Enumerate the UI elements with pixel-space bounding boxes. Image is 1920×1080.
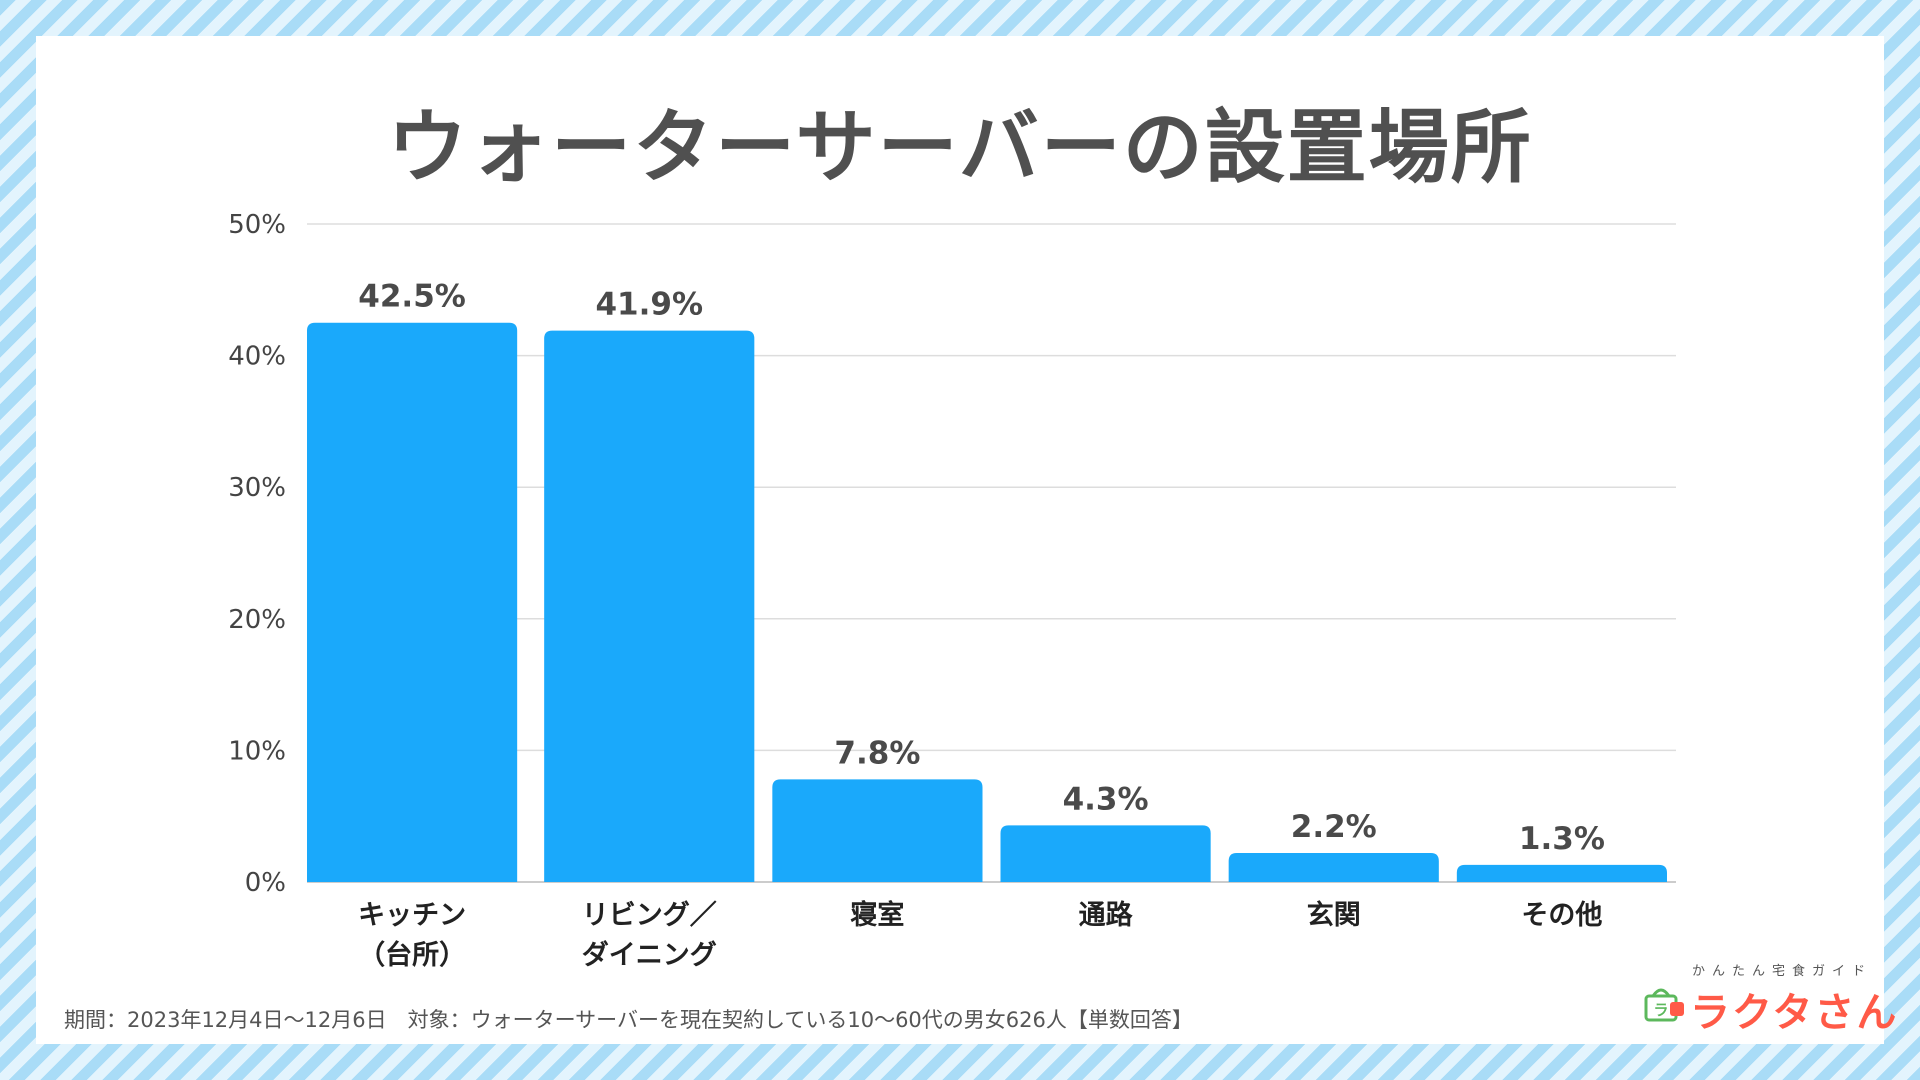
- y-tick-label: 30%: [228, 473, 286, 503]
- data-label: 7.8%: [834, 735, 920, 771]
- data-label: 1.3%: [1519, 821, 1605, 857]
- x-tick-label: 玄関: [1307, 899, 1361, 931]
- data-label: 42.5%: [358, 279, 466, 315]
- x-tick-label: 寝室: [850, 899, 904, 931]
- chart-card: ウォーターサーバーの設置場所 0% 10% 20% 30% 40% 50% 42.5% キッチ…: [36, 36, 1896, 1044]
- chart-title: ウォーターサーバーの設置場所: [387, 101, 1533, 194]
- y-tick-label: 40%: [228, 342, 286, 372]
- x-tick-label: ダイニング: [582, 939, 717, 971]
- bar-6: [1456, 864, 1667, 882]
- shopping-bag-icon: ラ: [1644, 988, 1684, 1022]
- bar-4: [1000, 825, 1211, 882]
- survey-footnote: 期間：2023年12月4日〜12月6日 対象：ウォーターサーバーを現在契約してい…: [64, 1008, 1193, 1032]
- logo-tagline: かんたん宅食ガイド: [1692, 964, 1873, 979]
- y-tick-label: 10%: [228, 736, 286, 766]
- y-tick-label: 20%: [228, 605, 286, 635]
- bar-chart: 0% 10% 20% 30% 40% 50% 42.5% キッチン （台所） 41.9% リビング／…: [228, 210, 1676, 971]
- x-tick-label: リビング／: [582, 899, 717, 931]
- bar-2: [544, 330, 755, 882]
- data-label: 2.2%: [1291, 809, 1377, 845]
- data-label: 41.9%: [595, 287, 703, 323]
- x-tick-label: （台所）: [358, 939, 466, 971]
- bar-1: [307, 322, 518, 882]
- bar-3: [772, 779, 983, 882]
- brand-logo: かんたん宅食ガイド ラ ラクタさん: [1620, 960, 1896, 1040]
- y-tick-label: 50%: [228, 210, 286, 240]
- x-tick-label: その他: [1521, 900, 1602, 931]
- x-tick-label: 通路: [1079, 899, 1134, 931]
- y-tick-label: 0%: [245, 868, 286, 898]
- x-tick-label: キッチン: [358, 900, 466, 931]
- logo-icon-text: ラ: [1653, 1001, 1668, 1019]
- bar-5: [1228, 853, 1439, 882]
- logo-name: ラクタさん: [1690, 990, 1899, 1036]
- data-label: 4.3%: [1063, 781, 1149, 817]
